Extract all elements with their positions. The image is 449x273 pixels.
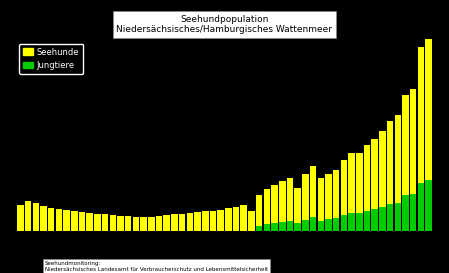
Legend: Seehunde, Jungtiere: Seehunde, Jungtiere xyxy=(19,43,84,74)
Bar xyxy=(287,178,293,221)
Bar xyxy=(379,131,386,207)
Bar xyxy=(356,213,362,231)
Bar xyxy=(310,166,317,216)
Bar xyxy=(132,216,139,231)
Bar xyxy=(125,216,132,231)
Bar xyxy=(295,223,301,231)
Bar xyxy=(256,226,262,231)
Bar xyxy=(202,211,208,231)
Bar xyxy=(264,189,270,224)
Bar xyxy=(325,219,332,231)
Bar xyxy=(418,183,424,231)
Bar xyxy=(63,210,70,231)
Bar xyxy=(210,210,216,231)
Bar xyxy=(425,39,432,180)
Bar xyxy=(395,115,401,203)
Bar xyxy=(141,216,147,231)
Bar xyxy=(379,207,386,231)
Bar xyxy=(279,222,286,231)
Bar xyxy=(248,211,255,231)
Bar xyxy=(371,138,378,209)
Bar xyxy=(241,204,247,231)
Bar xyxy=(187,213,193,231)
Bar xyxy=(287,221,293,231)
Text: Seehundmonitoring:
Niedersächsisches Landesamt für Verbraucherschutz und Lebensm: Seehundmonitoring: Niedersächsisches Lan… xyxy=(45,261,268,272)
Bar xyxy=(148,216,154,231)
Bar xyxy=(117,216,124,231)
Bar xyxy=(302,219,308,231)
Bar xyxy=(410,194,417,231)
Bar xyxy=(295,188,301,223)
Bar xyxy=(279,181,286,222)
Bar xyxy=(87,213,93,231)
Bar xyxy=(56,209,62,231)
Bar xyxy=(217,210,224,231)
Bar xyxy=(348,153,355,213)
Bar xyxy=(348,213,355,231)
Bar xyxy=(310,216,317,231)
Bar xyxy=(40,206,47,231)
Bar xyxy=(364,210,370,231)
Bar xyxy=(387,204,393,231)
Title: Seehundpopulation
Niedersächsisches/Hamburgisches Wattenmeer: Seehundpopulation Niedersächsisches/Hamb… xyxy=(116,15,333,34)
Bar xyxy=(302,174,308,219)
Bar xyxy=(333,218,339,231)
Bar xyxy=(233,207,239,231)
Bar xyxy=(410,89,417,194)
Bar xyxy=(71,210,78,231)
Bar xyxy=(17,204,24,231)
Bar xyxy=(271,185,278,223)
Bar xyxy=(48,208,54,231)
Bar xyxy=(102,214,108,231)
Bar xyxy=(110,215,116,231)
Bar xyxy=(402,195,409,231)
Bar xyxy=(79,212,85,231)
Bar xyxy=(264,224,270,231)
Bar xyxy=(395,203,401,231)
Bar xyxy=(156,216,162,231)
Bar xyxy=(179,213,185,231)
Bar xyxy=(418,47,424,183)
Bar xyxy=(364,145,370,210)
Bar xyxy=(341,215,347,231)
Bar xyxy=(225,208,232,231)
Bar xyxy=(32,203,39,231)
Bar xyxy=(271,223,278,231)
Bar xyxy=(341,160,347,215)
Bar xyxy=(317,178,324,221)
Bar xyxy=(171,214,178,231)
Bar xyxy=(194,212,201,231)
Bar xyxy=(333,170,339,218)
Bar xyxy=(402,95,409,195)
Bar xyxy=(371,209,378,231)
Bar xyxy=(425,180,432,231)
Bar xyxy=(387,121,393,204)
Bar xyxy=(325,174,332,219)
Bar xyxy=(317,221,324,231)
Bar xyxy=(94,213,101,231)
Bar xyxy=(25,201,31,231)
Bar xyxy=(256,195,262,226)
Bar xyxy=(163,215,170,231)
Bar xyxy=(356,153,362,213)
